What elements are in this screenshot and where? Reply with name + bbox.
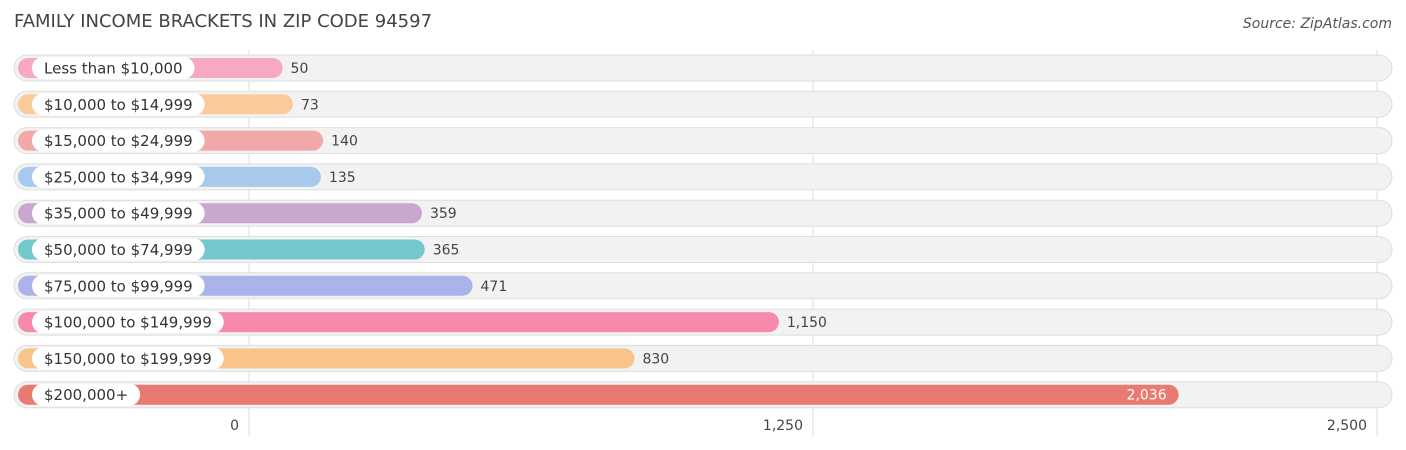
category-label: $50,000 to $74,999 bbox=[44, 241, 193, 259]
category-pill bbox=[32, 57, 195, 79]
row-background bbox=[13, 163, 1393, 191]
category-pill bbox=[32, 274, 205, 297]
x-tick-label: 1,250 bbox=[763, 418, 803, 434]
category-pill bbox=[32, 383, 141, 406]
category-pill bbox=[32, 165, 205, 188]
row-background bbox=[13, 127, 1393, 155]
category-label: $200,000+ bbox=[44, 386, 128, 404]
category-label: $150,000 to $199,999 bbox=[44, 350, 212, 368]
value-label: 830 bbox=[642, 351, 669, 367]
row-background bbox=[13, 54, 1393, 82]
value-label: 50 bbox=[291, 61, 309, 77]
value-label: 471 bbox=[481, 279, 508, 295]
x-tick-label: 0 bbox=[230, 418, 239, 434]
chart-title: FAMILY INCOME BRACKETS IN ZIP CODE 94597 bbox=[14, 11, 432, 32]
category-label: $25,000 to $34,999 bbox=[44, 168, 193, 186]
value-label: 73 bbox=[301, 97, 319, 113]
row-background bbox=[13, 90, 1393, 118]
category-label: $35,000 to $49,999 bbox=[44, 205, 193, 223]
value-label: 1,150 bbox=[787, 315, 827, 331]
category-pill bbox=[32, 93, 205, 116]
category-label: $10,000 to $14,999 bbox=[44, 96, 193, 114]
category-pill bbox=[32, 347, 224, 370]
category-label: $15,000 to $24,999 bbox=[44, 132, 193, 150]
category-pill bbox=[32, 129, 205, 152]
category-label: Less than $10,000 bbox=[44, 60, 183, 78]
category-pill bbox=[32, 311, 224, 334]
value-label: 135 bbox=[329, 170, 356, 186]
source: Source: ZipAtlas.com bbox=[1243, 16, 1392, 32]
category-pill bbox=[32, 238, 205, 261]
value-label: 359 bbox=[430, 206, 457, 222]
value-label: 2,036 bbox=[1127, 388, 1167, 404]
rows: Less than $10,000 50 $10,000 to $14,999 73 $… bbox=[13, 54, 1393, 409]
category-label: $75,000 to $99,999 bbox=[44, 277, 193, 295]
value-label: 140 bbox=[331, 134, 358, 150]
x-tick-label: 2,500 bbox=[1327, 418, 1367, 434]
category-pill bbox=[32, 202, 205, 225]
category-label: $100,000 to $149,999 bbox=[44, 314, 212, 332]
value-label: 365 bbox=[433, 243, 460, 259]
bar bbox=[18, 384, 1179, 405]
